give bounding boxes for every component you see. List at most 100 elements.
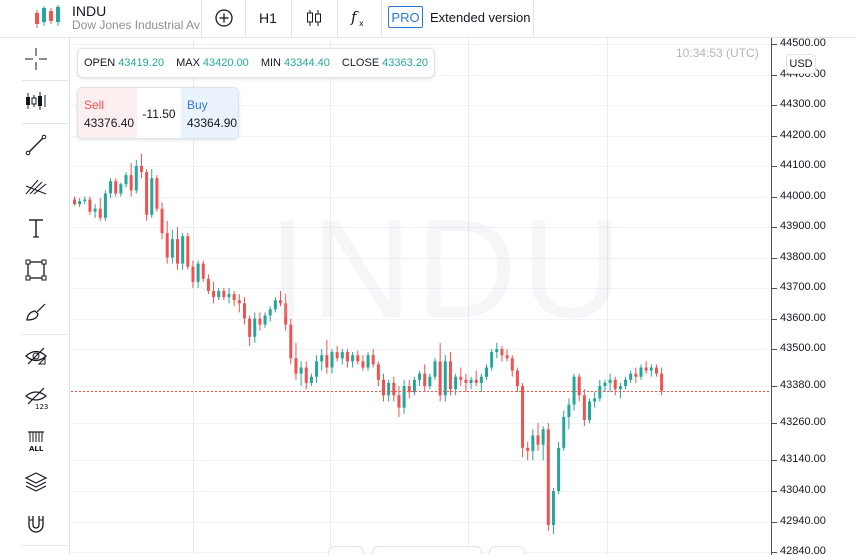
candle-body [433, 361, 437, 377]
candle-body [330, 352, 334, 368]
axis-tick-mark [772, 386, 777, 387]
price-chart[interactable] [71, 38, 771, 555]
axis-tick-label: 44200.00 [780, 129, 826, 141]
axis-tick-label: 43380.00 [780, 379, 826, 391]
candle-body [412, 379, 416, 393]
candle-body [660, 373, 664, 391]
candles-icon [307, 10, 321, 26]
candle-body [366, 355, 370, 368]
indicators-tool[interactable] [22, 87, 50, 115]
candle-body [608, 379, 612, 383]
extended-version-link[interactable]: Extended version [430, 10, 531, 25]
open-label: OPEN [84, 57, 116, 69]
sell-button[interactable]: Sell 43376.40 [78, 88, 137, 138]
candle-body [603, 382, 607, 386]
candle-body [505, 355, 509, 359]
candle-body [551, 491, 555, 525]
candle-body [73, 199, 76, 205]
price-axis[interactable]: 44500.00 44400.00 44300.00 44200.00 44100.00… [771, 37, 855, 555]
text-tool[interactable] [22, 214, 50, 242]
trash-all-icon: ALL [28, 431, 44, 452]
axis-tick-mark [772, 258, 777, 259]
candle-body [237, 300, 241, 304]
symbol-watermark: INDU [268, 190, 627, 347]
chart-type-button[interactable] [300, 5, 328, 31]
candle-body [155, 178, 159, 209]
magnet-tool[interactable] [22, 510, 50, 538]
fib-tool[interactable] [22, 172, 50, 200]
candle-body [83, 199, 87, 202]
candle-body [340, 352, 344, 359]
symbol-description: Dow Jones Industrial Ave [72, 18, 200, 32]
candle-body [397, 395, 401, 408]
candle-body [206, 278, 210, 292]
hide-drawings-icon [25, 347, 47, 365]
zoom-controls[interactable] [372, 546, 482, 555]
axis-tick-mark [772, 227, 777, 228]
axis-tick-mark [772, 197, 777, 198]
candle-body [325, 355, 329, 368]
axis-tick-mark [772, 552, 777, 553]
text-icon [29, 219, 43, 238]
candle-body [521, 386, 525, 448]
pro-badge[interactable]: PRO [388, 6, 423, 28]
candle-body [541, 429, 545, 445]
symbol-name[interactable]: INDU [72, 3, 107, 19]
candle-body [387, 382, 391, 396]
crosshair-tool[interactable] [22, 45, 50, 73]
hide-labels-tool[interactable]: 123 [22, 384, 50, 412]
candle-body [588, 401, 591, 420]
hide-drawings-tool[interactable] [22, 342, 50, 370]
axis-tick-mark [772, 423, 777, 424]
candle-body [186, 236, 190, 267]
candle-body [103, 193, 107, 218]
rectangle-tool[interactable] [22, 256, 50, 284]
chart-canvas[interactable] [71, 38, 771, 555]
candle-body [294, 358, 298, 374]
buy-button[interactable]: Buy 43364.90 [181, 88, 238, 138]
axis-tick-label: 43900.00 [780, 220, 826, 232]
candle-body [109, 181, 113, 194]
candle-body [201, 263, 205, 279]
candle-body [170, 239, 174, 258]
candle-body [546, 429, 550, 525]
candle-body [531, 435, 535, 451]
candle-body [181, 236, 185, 264]
axis-tick-mark [772, 75, 777, 76]
candle-body [160, 208, 164, 234]
axis-tick-mark [772, 460, 777, 461]
timeframe-button[interactable]: H1 [259, 10, 277, 26]
brush-tool[interactable] [22, 298, 50, 326]
axis-tick-label: 44100.00 [780, 159, 826, 171]
trend-line-tool[interactable] [22, 131, 50, 159]
currency-badge[interactable]: USD [786, 54, 816, 74]
plus-circle-icon [215, 9, 233, 27]
scroll-right-button[interactable] [489, 546, 525, 555]
delete-all-tool[interactable]: ALL [22, 426, 50, 454]
divider [22, 123, 68, 124]
candle-body [284, 303, 288, 325]
axis-tick-label: 42840.00 [780, 545, 826, 555]
candle-body [134, 166, 138, 191]
candle-body [644, 367, 648, 371]
rectangle-icon [25, 259, 47, 281]
candle-body [176, 239, 179, 264]
sell-price: 43376.40 [84, 116, 135, 130]
candle-body [649, 367, 653, 371]
candle-body [629, 373, 633, 380]
buy-price: 43364.90 [187, 116, 238, 130]
divider [201, 0, 202, 38]
layers-tool[interactable] [22, 468, 50, 496]
axis-tick-label: 44300.00 [780, 98, 826, 110]
candle-body [490, 352, 494, 368]
divider [381, 0, 382, 38]
divider [337, 0, 338, 38]
candle-body [428, 376, 432, 386]
add-symbol-button[interactable] [210, 5, 238, 31]
scroll-left-button[interactable] [328, 546, 364, 555]
close-label: CLOSE [341, 57, 380, 69]
candle-body [448, 361, 452, 390]
